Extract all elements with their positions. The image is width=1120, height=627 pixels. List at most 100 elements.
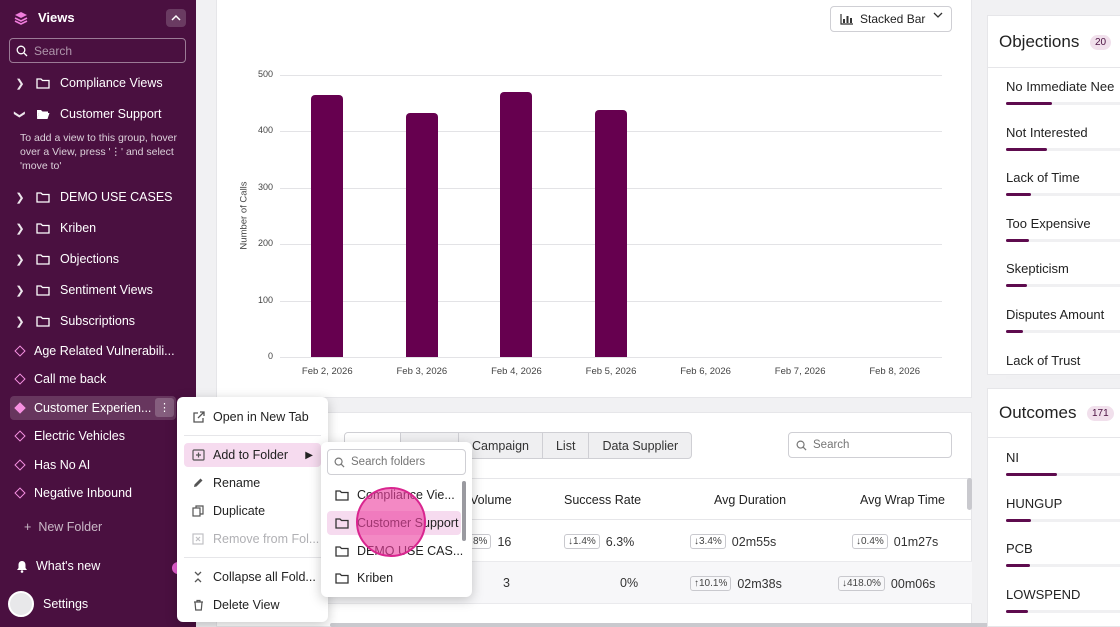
menu-label: Rename [213, 476, 261, 490]
list-item[interactable]: Lack of Time [1006, 170, 1080, 186]
list-item[interactable]: Not Interested [1006, 124, 1088, 140]
trash-icon [191, 598, 205, 612]
view-item-active[interactable]: Customer Experien... [14, 397, 151, 419]
submenu-folder-kriben[interactable]: Kriben [327, 566, 461, 590]
y-tick-label: 0 [267, 351, 273, 361]
progress-track [1006, 609, 1120, 613]
chevron-right-icon[interactable]: ❯ [15, 315, 25, 328]
sidebar-search[interactable] [9, 38, 186, 63]
bar-chart-icon [840, 13, 853, 25]
tab-campaign[interactable]: Campaign [459, 433, 543, 458]
volume-delta: 8% [470, 534, 492, 549]
search-icon [16, 45, 28, 57]
arrow-down-icon: ↓ [694, 536, 699, 547]
view-item[interactable]: Has No AI [14, 454, 90, 476]
menu-delete-view[interactable]: Delete View [184, 593, 321, 617]
settings-label: Settings [43, 597, 89, 611]
menu-add-to-folder[interactable]: Add to Folder ▶ [184, 443, 321, 467]
folder-kriben[interactable]: ❯ Kriben [14, 217, 96, 239]
list-item[interactable]: NI [1006, 450, 1019, 465]
chevron-up-icon [171, 14, 181, 21]
chevron-right-icon[interactable]: ❯ [15, 284, 25, 297]
menu-open-new-tab[interactable]: Open in New Tab [184, 405, 321, 429]
delta-value: 0.4% [861, 536, 884, 547]
chevron-right-icon[interactable]: ❯ [15, 253, 25, 266]
folder-label: Compliance Views [60, 76, 163, 90]
list-item[interactable]: Lack of Trust [1006, 352, 1081, 368]
success-delta: ↓1.4% [564, 534, 600, 549]
folder-label: DEMO USE CASES [60, 190, 173, 204]
view-item[interactable]: Call me back [14, 368, 106, 390]
settings-button[interactable]: Settings [8, 591, 88, 617]
bar-feb-2-2026[interactable] [311, 94, 344, 357]
folder-compliance-views[interactable]: ❯ Compliance Views [14, 72, 163, 94]
progress-track [1006, 193, 1120, 197]
gridline [280, 357, 942, 358]
external-link-icon [191, 410, 205, 424]
submenu-label: Kriben [357, 571, 394, 585]
divider [987, 67, 1120, 68]
submenu-scrollbar[interactable] [462, 481, 466, 541]
menu-duplicate[interactable]: Duplicate [184, 499, 321, 523]
list-item[interactable]: PCB [1006, 541, 1033, 556]
table-row[interactable] [216, 520, 972, 562]
list-item[interactable]: No Immediate Nee [1006, 79, 1115, 94]
progress-bar [1006, 193, 1031, 197]
folder-icon [335, 489, 349, 501]
view-item[interactable]: Age Related Vulnerabili... [14, 340, 175, 362]
menu-collapse-all[interactable]: Collapse all Fold... [184, 565, 321, 589]
folder-objections[interactable]: ❯ Objections [14, 248, 119, 270]
list-item[interactable]: LOWSPEND [1006, 586, 1081, 602]
view-diamond-icon [14, 487, 26, 499]
chevron-right-icon[interactable]: ❯ [15, 222, 25, 235]
sidebar-search-input[interactable] [34, 43, 174, 58]
progress-track [1006, 330, 1120, 333]
view-item[interactable]: Negative Inbound [14, 482, 132, 504]
menu-rename[interactable]: Rename [184, 471, 321, 495]
chevron-right-icon[interactable]: ❯ [15, 191, 25, 204]
list-item[interactable]: HUNGUP [1006, 495, 1063, 511]
list-item[interactable]: Skepticism [1006, 261, 1069, 277]
folder-search[interactable] [327, 449, 466, 475]
delta-value: 3.4% [699, 536, 722, 547]
view-label: Negative Inbound [34, 486, 132, 500]
th-success-rate[interactable]: Success Rate [564, 493, 642, 507]
outcomes-count: 171 [1087, 406, 1114, 421]
chart-type-select[interactable]: Stacked Bar [830, 6, 952, 32]
table-search[interactable] [788, 432, 952, 458]
wrap-value: 01m27s [893, 534, 939, 549]
list-item[interactable]: Too Expensive [1006, 215, 1091, 231]
delta-value: 1.4% [573, 536, 596, 547]
table-vertical-scrollbar[interactable] [967, 478, 972, 510]
bar-feb-5-2026[interactable] [595, 109, 627, 357]
list-item[interactable]: Disputes Amount [1006, 307, 1105, 322]
whats-new-button[interactable]: What's new [16, 559, 100, 573]
folder-search-input[interactable] [351, 456, 461, 468]
pencil-icon [191, 476, 205, 490]
bar-feb-3-2026[interactable] [405, 113, 438, 357]
tab-list[interactable]: List [543, 433, 590, 458]
tab-data-supplier[interactable]: Data Supplier [602, 438, 679, 453]
chevron-down-icon[interactable]: ❯ [13, 109, 26, 119]
view-item[interactable]: Electric Vehicles [14, 425, 125, 447]
collapse-views-button[interactable] [166, 9, 186, 27]
table-horizontal-scrollbar[interactable] [330, 623, 1030, 627]
folder-sentiment-views[interactable]: ❯ Sentiment Views [14, 279, 152, 301]
whats-new-label: What's new [36, 559, 101, 573]
th-avg-wrap-time[interactable]: Avg Wrap Time [860, 493, 945, 507]
th-volume[interactable]: Volume [470, 493, 512, 507]
chevron-right-icon[interactable]: ❯ [15, 77, 25, 90]
folder-label: Objections [60, 252, 120, 266]
folder-subscriptions[interactable]: ❯ Subscriptions [14, 310, 135, 332]
th-avg-duration[interactable]: Avg Duration [714, 493, 787, 507]
new-folder-button[interactable]: + New Folder [24, 520, 102, 534]
bar-feb-4-2026[interactable] [500, 91, 533, 357]
table-search-input[interactable] [813, 439, 943, 451]
folder-customer-support[interactable]: ❯ Customer Support [13, 103, 162, 125]
folder-demo-use-cases[interactable]: ❯ DEMO USE CASES [14, 186, 173, 208]
progress-bar [1006, 564, 1030, 567]
progress-track [1006, 518, 1120, 522]
outcomes-title: Outcomes [999, 403, 1077, 422]
cell-avg-wrap: ↓0.4% 01m27s [852, 534, 938, 549]
view-options-button[interactable]: ⋮ [155, 398, 174, 417]
